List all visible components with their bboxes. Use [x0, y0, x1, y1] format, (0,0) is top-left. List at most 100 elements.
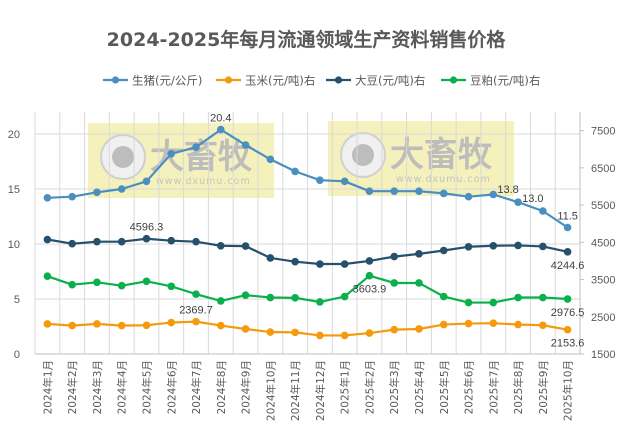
series-line-1	[47, 320, 568, 337]
data-point-1	[539, 321, 547, 330]
right-axis-tick-label: 7500	[591, 126, 615, 138]
left-axis-tick-label: 5	[14, 294, 20, 306]
data-point-1	[117, 321, 126, 330]
data-point-2	[241, 242, 250, 250]
data-point-3	[415, 279, 423, 287]
data-point-3	[93, 278, 101, 287]
left-axis-tick-label: 20	[8, 129, 20, 141]
data-point-2	[390, 252, 399, 261]
x-axis-tick-label: 2025年8月	[512, 360, 525, 414]
x-axis-tick-label: 2024年12月	[314, 360, 327, 421]
data-point-2	[415, 250, 423, 258]
data-point-2	[167, 236, 176, 245]
data-label: 4596.3	[130, 222, 164, 234]
data-point-3	[266, 293, 275, 302]
axes: 0 5 10 15 20 1500 2500 3500 4500 5500 6500 7500 2024…	[8, 112, 615, 421]
legend-label: 生猪(元/公斤)	[132, 74, 202, 88]
data-point-1	[93, 320, 101, 328]
data-point-2	[464, 242, 473, 251]
watermark-logo-text: 大畜牧	[390, 135, 493, 175]
x-axis-tick-label: 2025年5月	[438, 360, 451, 414]
data-point-3	[439, 292, 448, 301]
chart-title: 2024-2025年每月流通领域生产资料销售价格	[107, 28, 507, 51]
data-point-2	[291, 257, 299, 266]
data-point-3	[390, 279, 399, 287]
x-axis-tick-label: 2024年6月	[165, 360, 178, 414]
legend-label: 大豆(元/吨)右	[355, 74, 425, 88]
watermark-url: www.dxumu.com	[396, 174, 491, 185]
data-point-2	[216, 241, 225, 250]
series-line-3	[47, 274, 568, 304]
legend-marker-icon	[334, 76, 343, 84]
left-axis-tick-label: 10	[8, 239, 20, 251]
data-label: 13.0	[522, 193, 543, 205]
data-point-1	[489, 319, 498, 328]
data-point-0	[563, 223, 572, 232]
data-point-2	[365, 257, 374, 265]
x-axis-tick-label: 2025年9月	[537, 360, 550, 414]
data-point-0	[489, 190, 498, 199]
x-axis-tick-label: 2024年9月	[240, 360, 253, 414]
data-point-3	[563, 295, 572, 303]
x-axis-tick-label: 2025年6月	[463, 360, 476, 414]
legend-label: 豆粕(元/吨)右	[470, 74, 540, 88]
data-point-2	[266, 254, 275, 262]
data-point-3	[464, 298, 473, 307]
legend-marker-icon	[224, 76, 233, 84]
data-point-1	[291, 328, 299, 337]
data-point-2	[43, 235, 52, 244]
data-point-3	[117, 281, 126, 290]
data-point-0	[415, 187, 423, 195]
data-point-1	[415, 325, 423, 333]
data-point-2	[93, 237, 101, 246]
data-point-3	[514, 293, 522, 302]
data-label: 4244.6	[551, 260, 585, 272]
data-point-0	[117, 185, 126, 193]
data-point-3	[68, 280, 76, 289]
data-point-1	[241, 325, 250, 333]
data-point-0	[365, 187, 374, 195]
right-axis-tick-label: 5500	[591, 200, 615, 212]
data-point-1	[142, 321, 151, 330]
data-point-1	[365, 329, 374, 337]
data-point-1	[464, 319, 473, 328]
series-line-0	[47, 128, 569, 229]
data-point-3	[340, 292, 349, 301]
data-point-3	[241, 291, 250, 299]
data-label: 2153.6	[551, 338, 585, 350]
x-axis-tick-label: 2024年4月	[116, 360, 129, 414]
data-point-0	[93, 188, 101, 197]
x-axis-tick-label: 2025年2月	[363, 360, 376, 414]
x-axis-tick-label: 2025年7月	[487, 360, 500, 414]
x-axis-tick-label: 2025年4月	[413, 360, 426, 414]
legend-marker-icon	[449, 76, 458, 84]
data-point-1	[390, 325, 399, 334]
x-axis-tick-label: 2025年3月	[388, 360, 401, 414]
data-point-3	[316, 298, 324, 306]
right-axis-tick-label: 4500	[591, 237, 615, 249]
watermark-logo-eye-icon	[352, 144, 374, 166]
data-point-3	[365, 271, 374, 280]
data-point-0	[539, 207, 547, 215]
data-point-2	[142, 234, 151, 243]
data-point-3	[489, 298, 498, 307]
data-point-2	[68, 239, 76, 248]
x-axis-tick-label: 2025年1月	[339, 360, 352, 414]
data-point-0	[167, 150, 176, 158]
data-point-3	[192, 290, 200, 298]
right-axis-tick-label: 3500	[591, 275, 615, 287]
data-point-3	[291, 294, 299, 302]
data-point-3	[142, 277, 151, 286]
data-point-0	[192, 143, 200, 151]
data-point-0	[216, 125, 225, 134]
data-point-1	[68, 321, 76, 330]
right-axis-tick-label: 6500	[591, 163, 615, 175]
data-point-0	[43, 194, 52, 202]
data-point-2	[514, 241, 522, 250]
data-point-0	[439, 189, 448, 198]
x-axis-tick-label: 2024年1月	[41, 360, 54, 414]
data-point-2	[539, 242, 547, 251]
data-point-2	[316, 260, 324, 268]
data-point-0	[291, 167, 299, 176]
